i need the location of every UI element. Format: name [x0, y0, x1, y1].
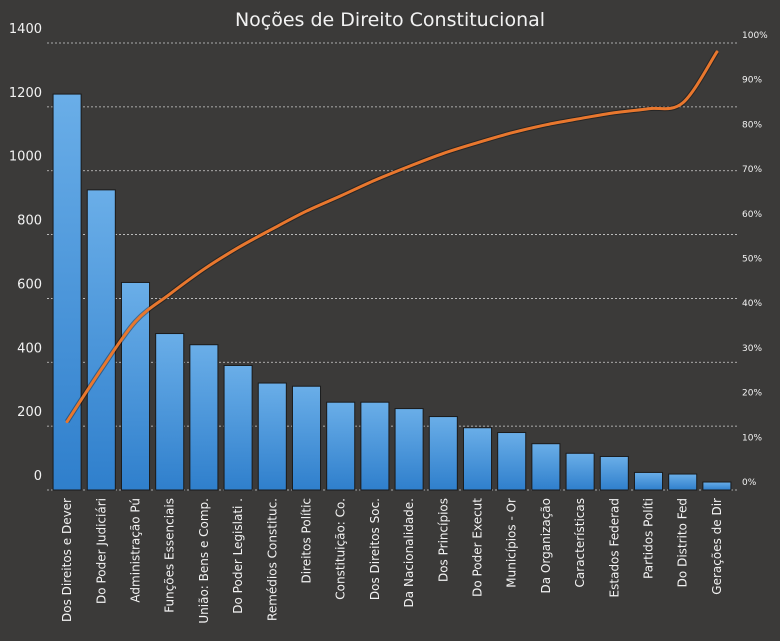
y-tick-label: 1200 — [9, 86, 42, 101]
x-tick-label: Administração Pú — [129, 498, 143, 603]
bar — [223, 364, 253, 491]
x-tick-label: Do Distrito Fed — [676, 498, 690, 587]
y2-tick-label: 40% — [742, 299, 762, 309]
x-tick-label: Do Poder Execut — [471, 498, 485, 597]
y2-tick-label: 90% — [742, 76, 762, 86]
cumulative-line-path — [65, 50, 719, 424]
x-tick-label: Municípios - Or — [505, 498, 519, 588]
y-tick-label: 1400 — [9, 22, 42, 37]
y-tick-label: 400 — [17, 341, 42, 356]
x-tick-label: Da Organização — [539, 498, 553, 593]
x-tick-label: Funções Essenciais — [163, 498, 177, 613]
secondary-y-axis-ticks: 0% 10% 20% 30% 40% 50% 60% 70% 80% 90% 100% — [742, 31, 768, 488]
bar — [668, 473, 698, 491]
bar — [428, 416, 458, 491]
x-tick-label: Dos Princípios — [436, 498, 450, 582]
bar — [189, 344, 219, 491]
bar — [462, 427, 493, 491]
y2-tick-label: 60% — [742, 210, 762, 220]
bar — [565, 452, 595, 491]
cumulative-line — [65, 50, 720, 424]
bar — [599, 455, 629, 491]
x-tick-label: Dos Direitos e Dever — [60, 498, 74, 622]
bar — [52, 93, 82, 491]
y2-tick-label: 20% — [742, 389, 762, 399]
x-tick-label: Características — [573, 498, 587, 587]
bar — [86, 189, 116, 491]
x-tick-label: Da Nacionalidade. — [402, 498, 416, 607]
x-tick-label: Gerações de Dir — [710, 498, 724, 595]
bar — [155, 333, 185, 491]
y-tick-label: 1000 — [9, 150, 42, 165]
bar — [394, 408, 424, 491]
x-tick-label: Remédios Constituc. — [265, 498, 279, 621]
y2-tick-label: 80% — [742, 120, 762, 130]
bar — [120, 281, 151, 491]
bars — [52, 93, 732, 491]
y-tick-label: 800 — [17, 214, 42, 229]
x-axis-ticks: Dos Direitos e Dever Do Poder Judiciári Ad… — [60, 498, 724, 624]
bar — [531, 443, 561, 491]
bar — [497, 432, 527, 491]
y-tick-label: 600 — [17, 277, 42, 292]
gridlines — [47, 42, 737, 491]
x-tick-label: Dos Direitos Soc. — [368, 498, 382, 600]
x-tick-label: União: Bens e Comp. — [197, 498, 211, 624]
bar — [360, 401, 390, 491]
x-tick-label: Do Poder Judiciári — [94, 498, 108, 604]
chart-title: Noções de Direito Constitucional — [235, 9, 545, 31]
y2-tick-label: 0% — [742, 478, 757, 488]
y2-tick-label: 70% — [742, 165, 762, 175]
x-tick-label: Direitos Polític — [300, 498, 314, 584]
bar — [326, 401, 356, 491]
y2-tick-label: 30% — [742, 344, 762, 354]
y-tick-label: 200 — [17, 405, 42, 420]
x-tick-label: Do Poder Legislati . — [231, 498, 245, 614]
bar — [257, 382, 287, 491]
bar — [702, 481, 732, 491]
y-axis-ticks: 0 200 400 600 800 1000 1200 1400 — [9, 22, 42, 484]
y2-tick-label: 50% — [742, 255, 762, 265]
x-tick-label: Constituição: Co. — [334, 498, 348, 600]
y2-tick-label: 100% — [742, 31, 768, 41]
y-tick-label: 0 — [34, 469, 42, 484]
x-tick-label: Estados Federad — [607, 498, 621, 597]
bar — [633, 471, 664, 491]
bar — [291, 385, 322, 491]
x-tick-label: Partidos Políti — [642, 498, 656, 579]
y2-tick-label: 10% — [742, 433, 762, 443]
